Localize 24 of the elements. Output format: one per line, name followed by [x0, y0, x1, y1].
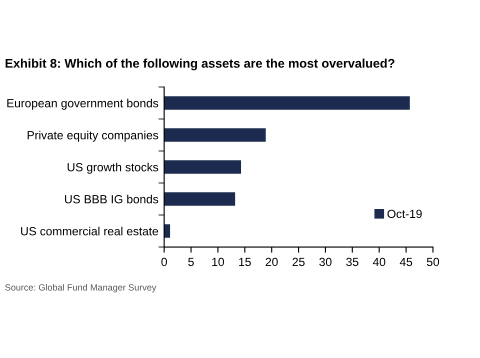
- chart-title: Exhibit 8: Which of the following assets are the most overvalued?: [6, 58, 394, 70]
- x-tick-label: 0: [161, 258, 167, 266]
- x-tick-label: 5: [188, 258, 194, 266]
- x-tick-label: 20: [266, 258, 278, 266]
- y-tick-label: Private equity companies: [28, 130, 158, 142]
- bar: [164, 160, 242, 174]
- x-tick-label: 45: [400, 258, 412, 266]
- y-tick-label: European government bonds: [7, 98, 158, 110]
- bar: [164, 224, 170, 238]
- y-tick-label: US commercial real estate: [21, 226, 158, 236]
- x-tick-label: 15: [239, 258, 251, 266]
- bar: [164, 96, 410, 110]
- x-tick-label: 35: [346, 258, 358, 266]
- y-tick-label: US growth stocks: [68, 162, 158, 174]
- bar: [164, 192, 236, 206]
- x-tick-label: 25: [292, 258, 305, 266]
- legend-label: Oct-19: [387, 210, 422, 218]
- y-tick-label: US BBB IG bonds: [65, 194, 158, 204]
- x-tick-label: 10: [212, 258, 224, 266]
- bar: [164, 128, 266, 142]
- x-tick-label: 40: [372, 258, 386, 266]
- x-tick-label: 30: [319, 258, 332, 266]
- x-tick-label: 50: [426, 258, 440, 266]
- source-note: Source: Global Fund Manager Survey: [5, 284, 156, 292]
